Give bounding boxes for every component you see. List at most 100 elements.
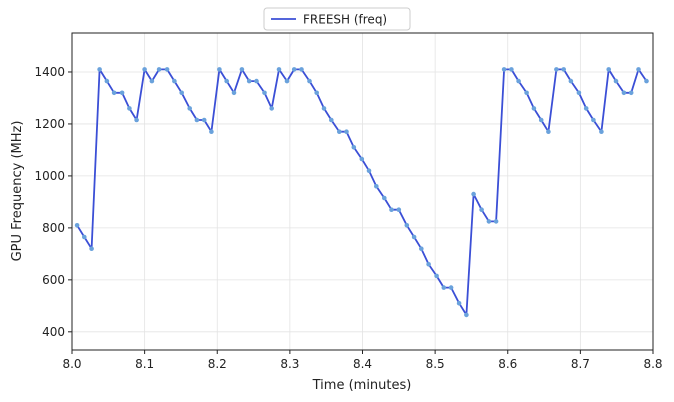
- data-point: [217, 67, 222, 72]
- y-tick-label: 1000: [34, 169, 65, 183]
- data-point: [142, 67, 147, 72]
- series-line-freesh-freq: [76, 68, 648, 316]
- data-point: [246, 78, 252, 84]
- data-point: [606, 67, 611, 72]
- legend: FREESH (freq): [263, 7, 411, 31]
- x-tick-label: 8.7: [571, 357, 590, 371]
- data-point: [239, 67, 245, 72]
- data-point: [404, 223, 410, 228]
- data-point: [636, 67, 641, 72]
- data-point: [291, 67, 297, 72]
- x-axis-ticks: 8.0 8.1 8.2 8.3 8.4 8.5 8.6 8.7 8.8: [62, 350, 663, 371]
- data-point: [568, 78, 574, 84]
- data-point: [396, 207, 402, 212]
- data-point: [224, 78, 229, 84]
- data-point: [628, 90, 634, 96]
- series-markers: [74, 67, 649, 318]
- data-point: [561, 67, 566, 72]
- data-point: [231, 90, 237, 96]
- data-point: [307, 78, 312, 84]
- x-axis-label: Time (minutes): [312, 378, 412, 393]
- data-point: [493, 219, 499, 224]
- data-point: [516, 78, 521, 84]
- data-point: [134, 117, 139, 123]
- data-point: [538, 117, 544, 123]
- data-point: [471, 191, 476, 197]
- data-point: [172, 78, 177, 84]
- data-point: [194, 117, 200, 123]
- data-point: [156, 67, 162, 72]
- x-tick-label: 8.5: [426, 357, 445, 371]
- data-point: [209, 129, 214, 134]
- data-point: [314, 90, 320, 96]
- legend-label-freesh-freq: FREESH (freq): [303, 13, 387, 27]
- data-point: [82, 234, 87, 240]
- y-axis-label: GPU Frequency (MHz): [10, 121, 25, 262]
- data-point: [441, 285, 447, 290]
- data-point: [448, 285, 454, 290]
- data-point: [329, 117, 334, 123]
- data-point: [89, 246, 94, 251]
- data-point: [374, 184, 379, 189]
- data-point: [554, 67, 559, 72]
- data-point: [111, 90, 117, 96]
- data-point: [269, 106, 275, 111]
- y-tick-label: 400: [42, 325, 65, 339]
- data-point: [382, 195, 387, 201]
- data-point: [359, 156, 365, 162]
- data-point: [546, 129, 551, 134]
- data-point: [344, 129, 349, 134]
- data-point: [97, 67, 102, 72]
- data-point: [389, 207, 394, 212]
- x-tick-label: 8.6: [498, 357, 517, 371]
- data-point: [254, 78, 259, 84]
- data-point: [351, 145, 357, 150]
- data-point: [419, 246, 424, 251]
- data-point: [576, 90, 582, 96]
- data-point: [621, 90, 627, 96]
- data-point: [262, 90, 267, 96]
- data-point: [434, 273, 439, 279]
- data-point: [164, 67, 170, 72]
- data-point: [411, 234, 417, 240]
- data-point: [644, 78, 649, 84]
- data-point: [464, 312, 469, 318]
- data-point: [179, 90, 184, 96]
- data-point: [284, 78, 290, 84]
- y-tick-label: 600: [42, 273, 65, 287]
- data-point: [456, 300, 462, 306]
- x-tick-label: 8.0: [62, 357, 81, 371]
- data-point: [591, 117, 596, 123]
- x-tick-label: 8.4: [353, 357, 372, 371]
- data-point: [531, 106, 537, 111]
- data-point: [599, 129, 604, 134]
- data-point: [127, 106, 132, 111]
- data-point: [486, 219, 492, 224]
- x-tick-label: 8.8: [643, 357, 662, 371]
- y-axis-ticks: 400 600 800 1000 1200 1400: [34, 65, 72, 339]
- data-point: [613, 78, 619, 84]
- data-point: [104, 78, 110, 84]
- data-point: [524, 90, 529, 96]
- data-point: [187, 106, 192, 111]
- data-point: [74, 223, 80, 228]
- legend-box: [263, 7, 411, 31]
- data-point: [583, 106, 589, 111]
- data-point: [119, 90, 125, 96]
- data-point: [501, 67, 507, 72]
- y-tick-label: 1200: [34, 117, 65, 131]
- data-point: [337, 129, 342, 134]
- x-tick-label: 8.1: [135, 357, 154, 371]
- data-point: [321, 106, 327, 111]
- data-point: [201, 117, 207, 123]
- x-tick-label: 8.3: [280, 357, 299, 371]
- data-point: [149, 78, 155, 84]
- y-tick-label: 1400: [34, 65, 65, 79]
- data-point: [276, 67, 282, 72]
- data-point: [479, 207, 484, 212]
- data-point: [299, 67, 304, 72]
- y-tick-label: 800: [42, 221, 65, 235]
- data-point: [366, 168, 372, 173]
- x-tick-label: 8.2: [208, 357, 227, 371]
